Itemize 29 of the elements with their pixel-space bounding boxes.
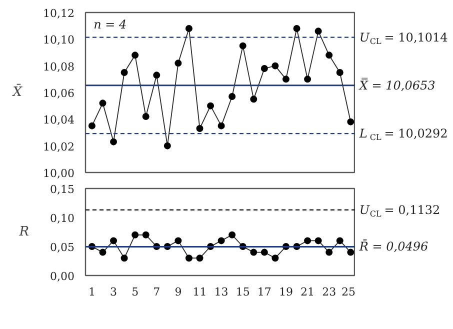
x-tick-label: 7 <box>153 286 160 298</box>
y-tick-label: 10,08 <box>43 60 75 74</box>
y-tick-label: 0,00 <box>50 270 75 283</box>
ref-line-label: R̄ = 0,0496 <box>358 240 428 254</box>
y-tick-label: 10,06 <box>43 87 75 100</box>
x-tick-label: 25 <box>342 286 356 298</box>
ref-line-label: X̿ = 10,0653 <box>358 77 436 92</box>
y-tick-label: 10,10 <box>43 34 75 47</box>
y-tick-label: 10,00 <box>43 167 75 180</box>
y-tick-label: 0,05 <box>50 241 75 254</box>
x-tick-label: 5 <box>132 286 139 298</box>
y-tick-label: 10,02 <box>43 140 75 154</box>
x-tick-label: 21 <box>300 286 315 298</box>
y-tick-label: 10,04 <box>43 114 75 127</box>
x-tick-label: 3 <box>110 286 118 298</box>
y-tick-label: 0,15 <box>50 183 75 196</box>
x-tick-label: 13 <box>214 286 228 298</box>
x-tick-label: 1 <box>88 286 96 298</box>
y-tick-label: 10,12 <box>43 7 75 20</box>
x-tick-label: 19 <box>278 286 293 298</box>
y-axis-title: R <box>18 224 30 240</box>
x-tick-label: 11 <box>192 286 207 298</box>
y-tick-label: 0,10 <box>50 212 75 225</box>
x-tick-label: 9 <box>174 286 182 298</box>
x-tick-label: 17 <box>257 286 272 298</box>
x-tick-label: 23 <box>322 286 336 298</box>
annotation: n = 4 <box>94 17 127 32</box>
x-tick-label: 15 <box>236 286 250 298</box>
y-axis-title: X̄ <box>12 84 23 100</box>
